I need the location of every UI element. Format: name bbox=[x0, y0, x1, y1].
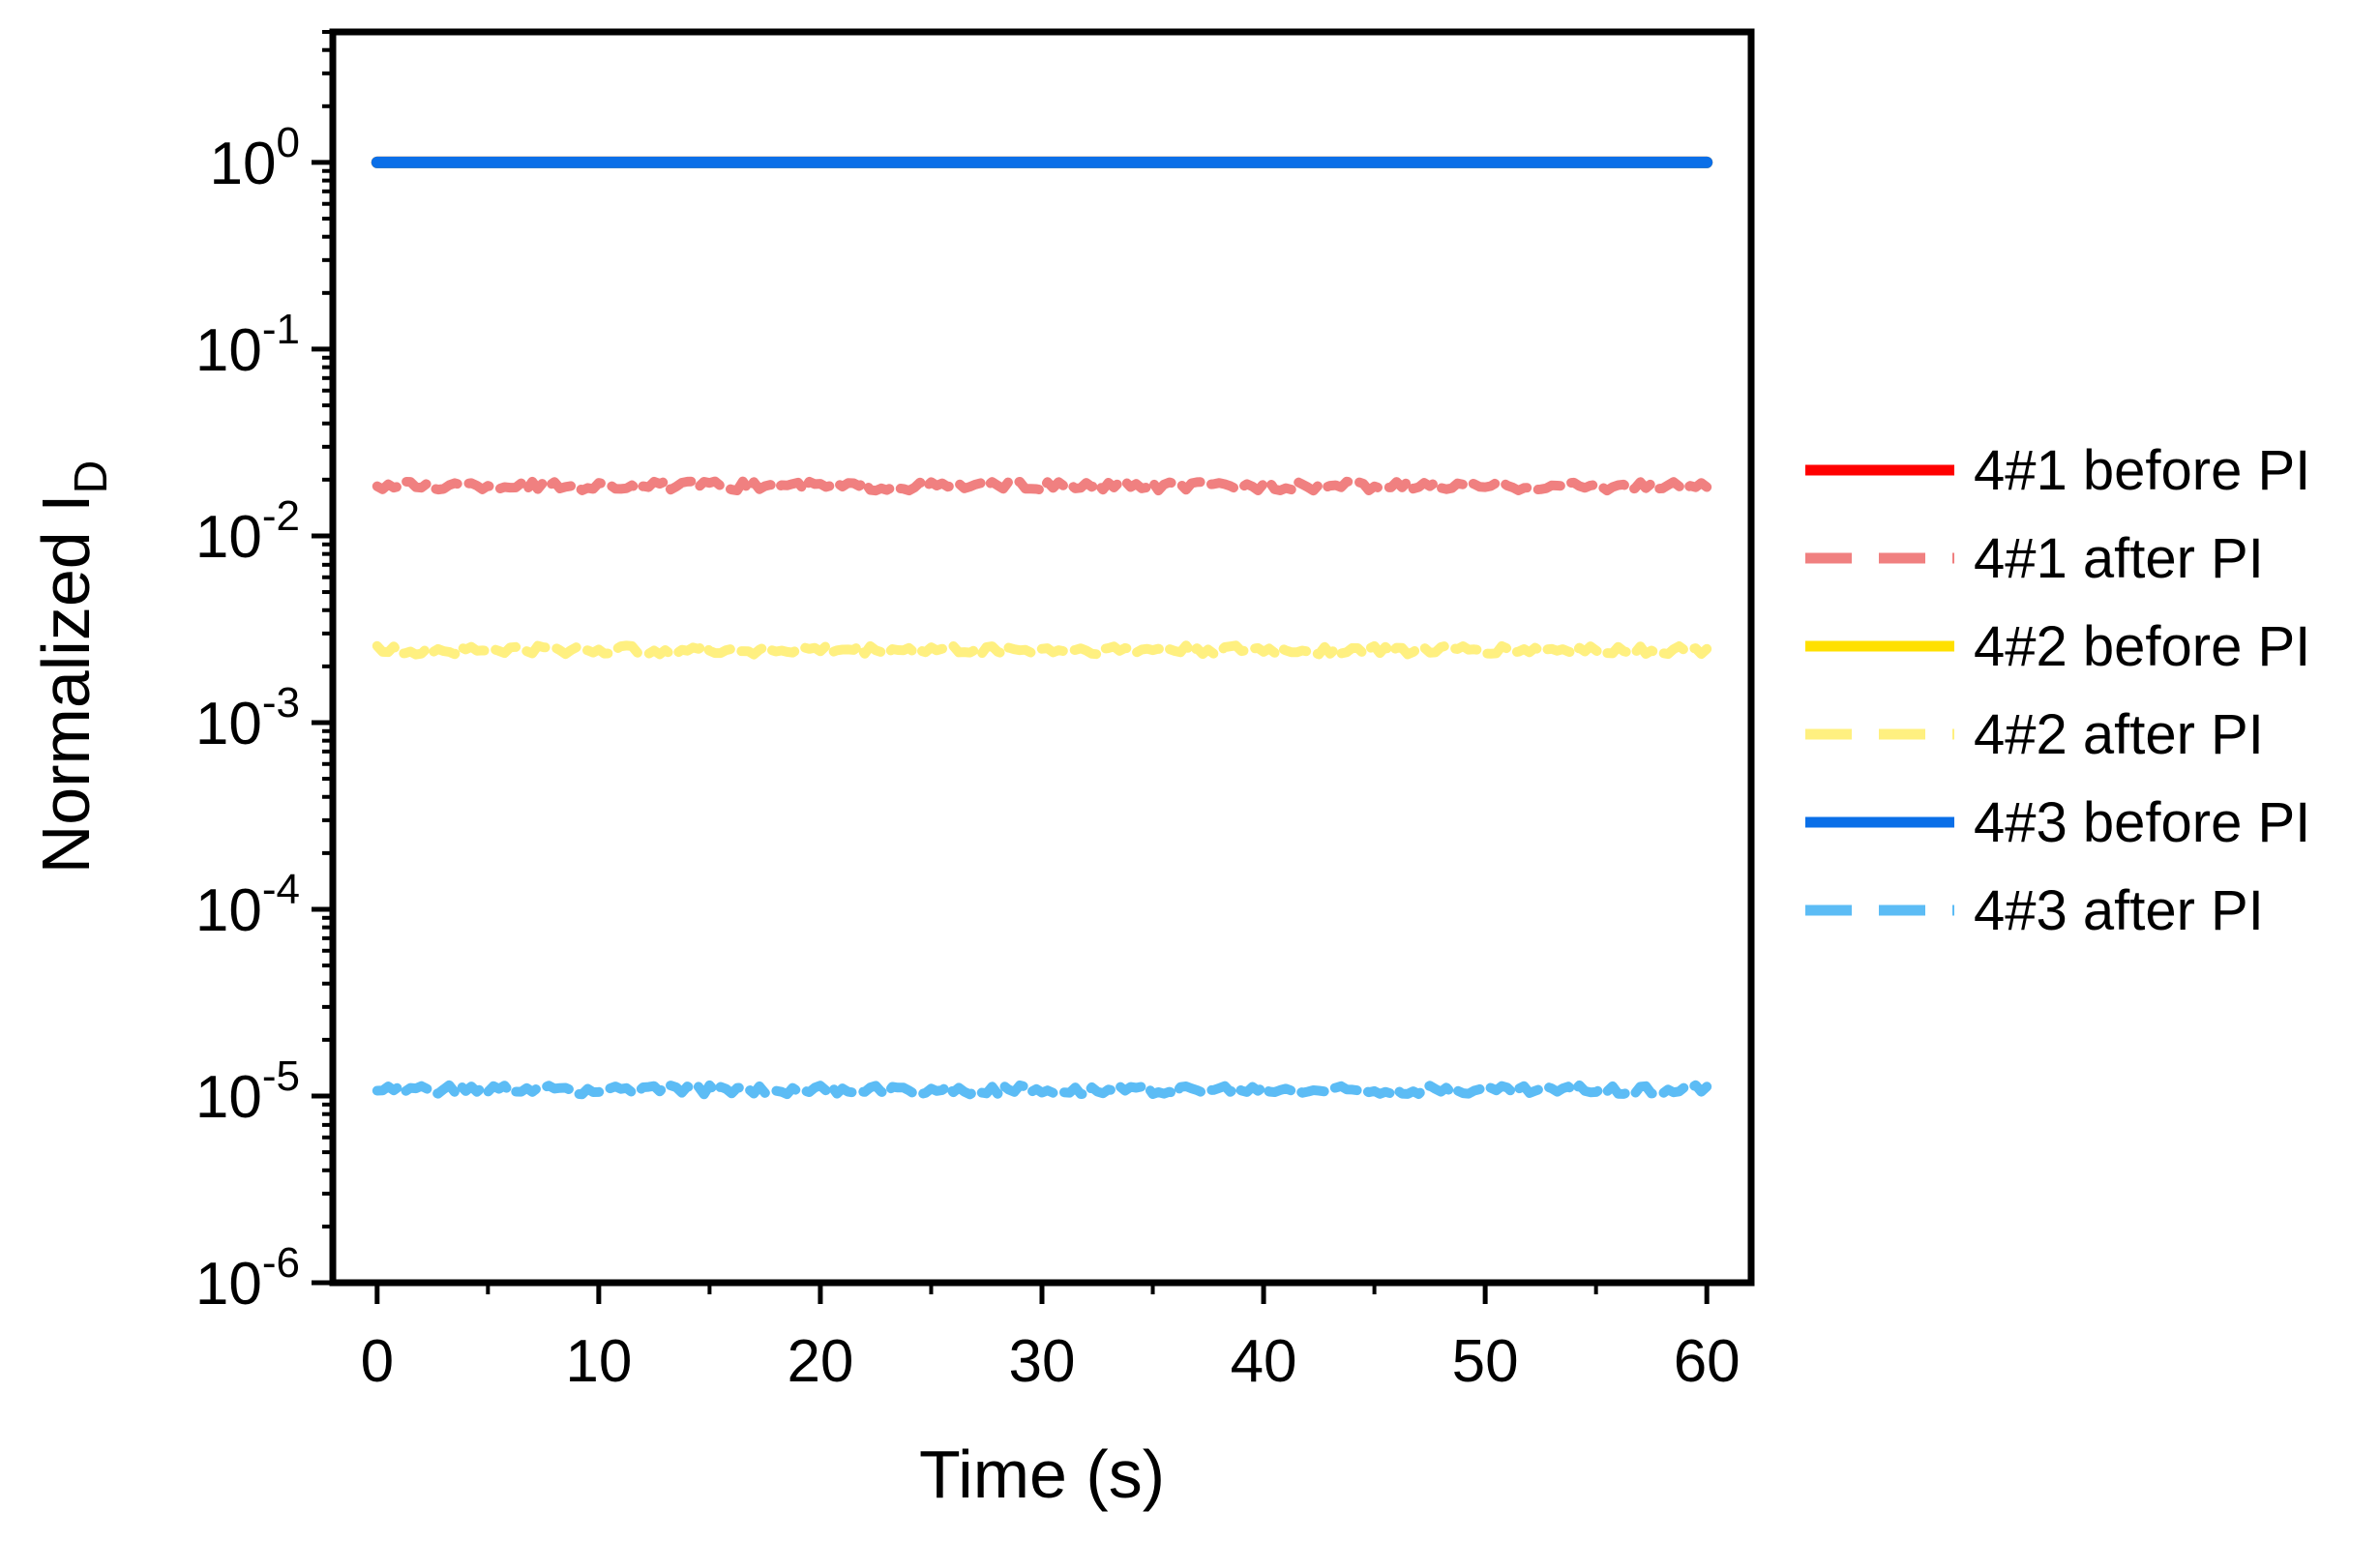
y-axis: 100 10-1 10-2 10-3 10-4 10-5 10-6 bbox=[195, 30, 333, 1318]
series-line bbox=[372, 476, 1712, 496]
y-tick-label: 10-3 bbox=[195, 679, 300, 757]
x-tick-label: 50 bbox=[1452, 1328, 1519, 1395]
y-tick-label: 10-4 bbox=[195, 866, 300, 944]
y-tick-label: 100 bbox=[210, 119, 300, 197]
series-line bbox=[372, 640, 1712, 660]
series-line bbox=[372, 1080, 1712, 1100]
x-tick-label: 20 bbox=[787, 1328, 853, 1395]
y-axis-title: Normalized ID bbox=[28, 460, 117, 874]
legend-label: 4#1 after PI bbox=[1974, 527, 2264, 590]
x-tick-label: 60 bbox=[1674, 1328, 1740, 1395]
x-tick-label: 0 bbox=[361, 1328, 394, 1395]
y-tick-label: 10-5 bbox=[195, 1052, 300, 1131]
x-tick-label: 30 bbox=[1009, 1328, 1076, 1395]
legend-label: 4#2 after PI bbox=[1974, 703, 2264, 766]
series-layer bbox=[371, 156, 1713, 1100]
legend-label: 4#3 after PI bbox=[1974, 879, 2264, 942]
legend-label: 4#2 before PI bbox=[1974, 615, 2310, 678]
legend-label: 4#3 before PI bbox=[1974, 791, 2310, 854]
x-axis: 0 10 20 30 40 50 60 bbox=[361, 1283, 1740, 1395]
y-axis-title-main: Normalized I bbox=[28, 493, 104, 874]
y-tick-label: 10-1 bbox=[195, 306, 300, 384]
x-tick-label: 10 bbox=[565, 1328, 632, 1395]
legend-label: 4#1 before PI bbox=[1974, 439, 2310, 502]
x-axis-title: Time (s) bbox=[919, 1437, 1165, 1512]
y-tick-label: 10-2 bbox=[195, 492, 300, 571]
y-tick-label: 10-6 bbox=[195, 1239, 300, 1318]
y-axis-title-subscript: D bbox=[66, 460, 117, 494]
x-tick-label: 40 bbox=[1231, 1328, 1297, 1395]
legend: 4#1 before PI 4#1 after PI 4#2 before PI 4#… bbox=[1805, 439, 2310, 942]
